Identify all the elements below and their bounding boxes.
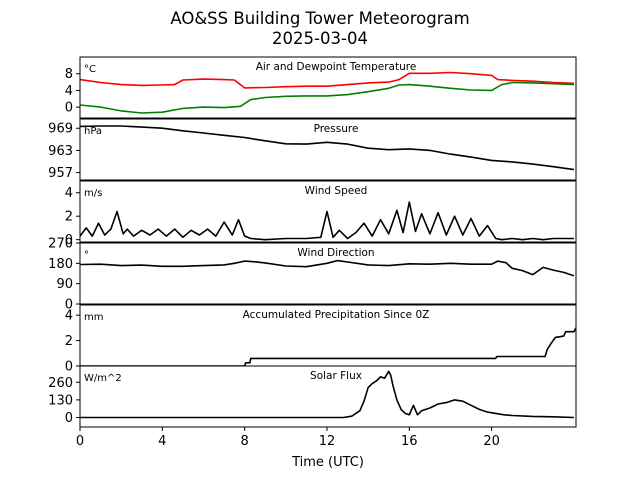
series-line-0-0	[80, 71, 574, 89]
y-tick-label: 270	[48, 237, 73, 252]
figure-title-line2: 2025-03-04	[272, 29, 368, 48]
panel-frame	[79, 56, 577, 119]
y-tick-label: 8	[65, 67, 73, 82]
panel-frame	[79, 365, 577, 428]
panel-title: Wind Direction	[297, 247, 374, 259]
y-tick-label: 969	[48, 122, 73, 137]
series-line-1-0	[80, 125, 575, 171]
series-line-4-0	[80, 327, 576, 366]
y-tick-label: 180	[48, 257, 73, 272]
y-tick-label: 4	[65, 309, 73, 324]
y-tick-label: 4	[65, 84, 73, 99]
y-tick-label: 0	[65, 233, 73, 248]
panel-unit-label: mm	[84, 312, 103, 323]
panel-unit-label: hPa	[84, 126, 102, 137]
panel-0: 0 4 8 Air and Dewpoint Temperature °C	[65, 56, 577, 119]
panel-2: 0 2 4 Wind Speed m/s	[65, 180, 577, 248]
y-tick-label: 0	[65, 101, 73, 116]
y-tick-label: 260	[48, 376, 73, 391]
x-tick-label: 12	[319, 434, 336, 449]
x-tick-label: 0	[76, 434, 84, 449]
panel-unit-label: °C	[84, 64, 96, 75]
panel-1: 957 963 969 Pressure hPa	[48, 118, 577, 181]
panel-unit-label: W/m^2	[84, 373, 122, 384]
x-tick-label: 16	[401, 434, 418, 449]
x-tick-label: 20	[483, 434, 500, 449]
panel-title: Air and Dewpoint Temperature	[256, 61, 417, 73]
x-axis: 0 4 8 12 16 20	[76, 427, 500, 449]
panel-frame	[79, 118, 577, 181]
x-tick-label: 8	[241, 434, 249, 449]
y-tick-label: 963	[48, 144, 73, 159]
panel-title: Wind Speed	[305, 185, 368, 197]
panel-title: Solar Flux	[310, 370, 362, 382]
x-tick-label: 4	[158, 434, 166, 449]
panel-4: 0 2 4 Accumulated Precipitation Since 0Z mm	[65, 304, 577, 375]
panel-title: Pressure	[314, 123, 359, 135]
y-tick-label: 130	[48, 393, 73, 408]
panel-frame	[79, 180, 577, 243]
y-tick-label: 0	[65, 411, 73, 426]
y-tick-label: 2	[65, 334, 73, 349]
panel-frame	[79, 242, 577, 305]
y-tick-label: 2	[65, 210, 73, 225]
panel-unit-label: °	[84, 250, 89, 261]
panel-3: 0 90 180 270 Wind Direction °	[48, 237, 577, 313]
series-line-5-0	[80, 370, 574, 419]
y-tick-label: 90	[56, 277, 73, 292]
y-tick-label: 4	[65, 186, 73, 201]
panel-5: 0 130 260 Solar Flux W/m^2	[48, 365, 577, 428]
panel-unit-label: m/s	[84, 188, 102, 199]
x-axis-label: Time (UTC)	[291, 455, 364, 470]
y-tick-label: 0	[65, 298, 73, 313]
panel-title: Accumulated Precipitation Since 0Z	[243, 309, 430, 321]
figure-title-line1: AO&SS Building Tower Meteorogram	[170, 9, 469, 28]
series-line-0-1	[80, 81, 574, 114]
y-tick-label: 957	[48, 166, 73, 181]
series-line-3-0	[80, 259, 575, 277]
series-line-2-0	[80, 201, 574, 241]
y-tick-label: 0	[65, 360, 73, 375]
